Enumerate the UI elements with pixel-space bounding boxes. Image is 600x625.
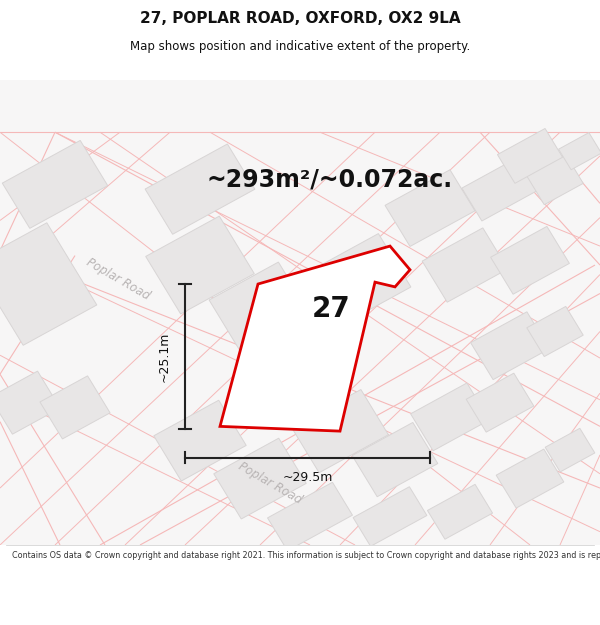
Polygon shape: [0, 222, 97, 345]
Text: ~293m²/~0.072ac.: ~293m²/~0.072ac.: [207, 168, 453, 192]
Polygon shape: [545, 428, 595, 472]
Polygon shape: [410, 383, 490, 451]
Text: Map shows position and indicative extent of the property.: Map shows position and indicative extent…: [130, 39, 470, 52]
Polygon shape: [352, 422, 438, 497]
Text: Poplar Road: Poplar Road: [84, 256, 152, 302]
Polygon shape: [268, 482, 352, 551]
Polygon shape: [559, 132, 600, 170]
Polygon shape: [40, 376, 110, 439]
Polygon shape: [470, 312, 550, 379]
Polygon shape: [145, 144, 255, 234]
Polygon shape: [0, 371, 60, 434]
Polygon shape: [527, 154, 583, 205]
Text: Poplar Road: Poplar Road: [236, 460, 304, 507]
Polygon shape: [220, 246, 410, 431]
Polygon shape: [385, 170, 475, 246]
Text: Contains OS data © Crown copyright and database right 2021. This information is : Contains OS data © Crown copyright and d…: [12, 551, 600, 561]
Polygon shape: [466, 373, 534, 432]
Polygon shape: [146, 216, 254, 314]
Polygon shape: [209, 262, 311, 354]
Polygon shape: [154, 400, 246, 481]
Text: 27: 27: [312, 294, 350, 322]
Polygon shape: [2, 141, 108, 228]
Text: ~25.1m: ~25.1m: [158, 331, 171, 382]
Polygon shape: [427, 484, 493, 539]
Polygon shape: [491, 226, 569, 294]
Polygon shape: [497, 129, 563, 183]
Polygon shape: [309, 234, 411, 325]
Polygon shape: [214, 438, 306, 519]
Polygon shape: [292, 389, 388, 472]
Polygon shape: [496, 449, 564, 508]
Text: 27, POPLAR ROAD, OXFORD, OX2 9LA: 27, POPLAR ROAD, OXFORD, OX2 9LA: [140, 11, 460, 26]
Text: ~29.5m: ~29.5m: [283, 471, 332, 484]
Polygon shape: [422, 228, 508, 302]
Polygon shape: [527, 306, 583, 356]
Polygon shape: [462, 158, 538, 221]
Polygon shape: [353, 487, 427, 546]
